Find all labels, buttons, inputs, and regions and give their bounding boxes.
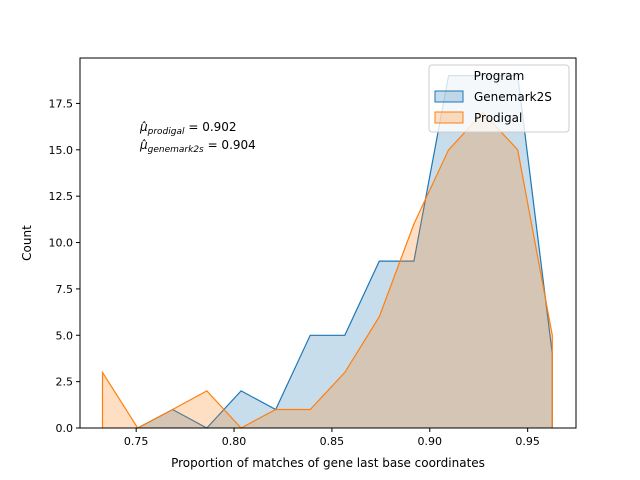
legend-swatch-genemark2s <box>434 90 464 103</box>
y-tick-label: 0.0 <box>56 422 74 435</box>
mean-annotation: μ̂prodigal = 0.902 <box>139 120 237 137</box>
y-tick-label: 2.5 <box>56 376 74 389</box>
legend-box <box>428 64 570 133</box>
x-axis-ticks: 0.75 0.80 0.85 0.90 0.95 <box>124 428 540 448</box>
y-tick-label: 5.0 <box>56 329 74 342</box>
y-axis-label: Count <box>20 225 34 261</box>
x-tick-label: 0.95 <box>515 435 540 448</box>
y-tick-label: 10.0 <box>49 237 74 250</box>
y-tick-label: 15.0 <box>49 144 74 157</box>
y-axis-ticks: 0.0 2.5 5.0 7.5 10.0 12.5 15.0 17.5 <box>49 97 80 435</box>
x-axis-label: Proportion of matches of gene last base … <box>171 456 485 470</box>
legend-label-genemark2s: Genemark2S <box>474 90 552 104</box>
x-tick-label: 0.90 <box>418 435 443 448</box>
y-tick-label: 12.5 <box>49 190 74 203</box>
legend-title: Program <box>474 69 525 83</box>
legend-swatch-prodigal <box>434 111 464 124</box>
x-tick-label: 0.85 <box>320 435 345 448</box>
series-area-genemark2s <box>137 75 553 428</box>
series-area-prodigal <box>102 112 553 428</box>
legend: Program Genemark2S Prodigal <box>428 64 570 133</box>
x-tick-label: 0.75 <box>124 435 149 448</box>
mean-annotation: μ̂genemark2s = 0.904 <box>139 138 256 155</box>
x-tick-label: 0.80 <box>222 435 247 448</box>
legend-label-prodigal: Prodigal <box>474 111 522 125</box>
y-tick-label: 7.5 <box>56 283 74 296</box>
y-tick-label: 17.5 <box>49 97 74 110</box>
